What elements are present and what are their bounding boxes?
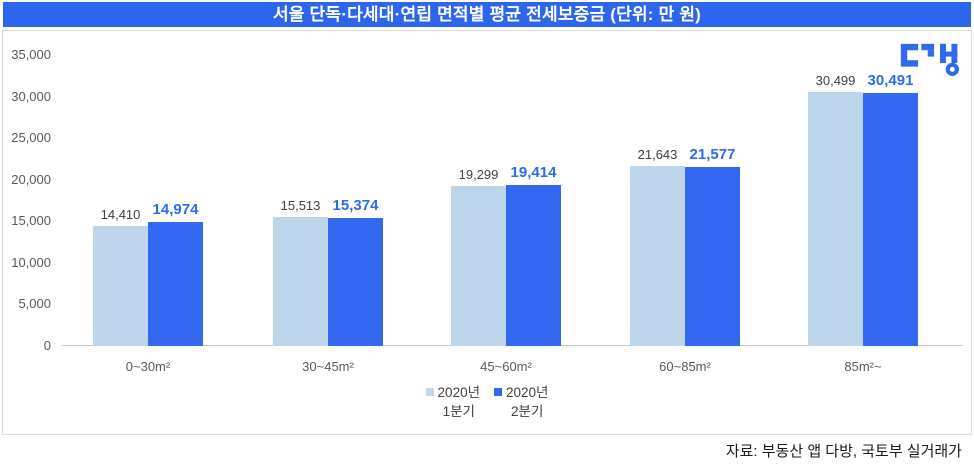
value-label-series2: 30,491 [867,71,914,89]
y-axis-tick-label: 35,000 [11,47,51,62]
bar-series1-45~60m²[interactable] [451,185,506,346]
x-axis-label-4: 60~85m² [659,359,711,374]
y-axis-tick-label: 15,000 [11,213,51,229]
legend-swatch-icon [425,388,434,396]
value-label-series2: 14,974 [152,200,199,218]
dabang-logo [900,43,959,76]
value-label-series1: 21,643 [637,147,678,163]
bar-group-4: 21,643 21,577 [630,31,740,346]
bar-series2-85m²~[interactable] [863,92,918,346]
x-axis-label-3: 45~60m² [480,359,532,374]
bar-series1-85m²~[interactable] [808,92,863,346]
value-label-series2: 15,374 [332,197,379,215]
y-axis-tick-label: 20,000 [11,171,51,187]
value-label-series1: 30,499 [815,73,856,89]
bar-series1-0~30m²[interactable] [93,226,148,346]
x-axis-label-5: 85m²~ [844,359,882,374]
bar-group-1: 14,410 14,974 [93,31,203,346]
value-label-series1: 15,513 [280,198,321,214]
legend-label: 2020년 2분기 [506,385,549,419]
chart-area: 0 5,000 10,000 15,000 20,000 25,000 30,000 35,0… [2,30,972,435]
value-label-series1: 14,410 [100,207,141,223]
bar-series2-60~85m²[interactable] [685,166,740,346]
value-label-series2: 19,414 [510,163,557,181]
bar-group-2: 15,513 15,374 [273,31,383,346]
bar-group-5: 30,499 30,491 [808,31,918,346]
y-axis-tick-label: 30,000 [11,88,51,104]
legend-item-2[interactable]: 2020년 2분기 [494,383,548,421]
bar-series2-30~45m²[interactable] [328,218,383,346]
y-axis-tick-label: 5,000 [18,296,51,312]
value-label-series2: 21,577 [689,145,736,163]
bar-group-3: 19,299 19,414 [451,31,561,346]
title-banner: 서울 단독·다세대·연립 면적별 평균 전세보증금 (단위: 만 원) [3,2,971,27]
x-axis-label-1: 0~30m² [125,359,171,374]
bar-series2-0~30m²[interactable] [148,221,203,346]
legend-label: 2020년 1분기 [437,385,480,419]
y-axis-tick-label: 0 [43,338,51,353]
legend-item-1[interactable]: 2020년 1분기 [425,383,480,421]
bar-series2-45~60m²[interactable] [506,184,561,346]
source-note: 자료: 부동산 앱 다방, 국토부 실거래가 [725,443,962,460]
bar-series1-60~85m²[interactable] [630,166,685,346]
y-axis-tick-label: 25,000 [11,130,51,146]
legend: 2020년 1분기 2020년 2분기 [3,383,971,421]
value-label-series1: 19,299 [458,166,499,182]
chart-title: 서울 단독·다세대·연립 면적별 평균 전세보증금 (단위: 만 원) [272,5,702,24]
bar-series1-30~45m²[interactable] [273,217,328,346]
y-axis-tick-label: 10,000 [11,254,51,270]
legend-swatch-icon [494,388,502,396]
x-axis-label-2: 30~45m² [302,359,354,374]
